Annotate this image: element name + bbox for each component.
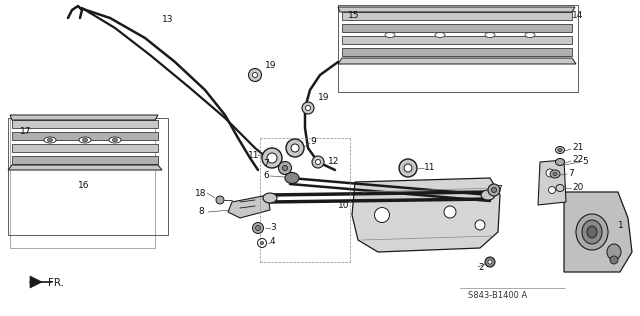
- Text: 11: 11: [248, 150, 259, 160]
- Ellipse shape: [109, 137, 121, 143]
- Text: 7: 7: [263, 159, 269, 167]
- Polygon shape: [342, 12, 572, 20]
- Text: 17: 17: [20, 127, 31, 137]
- Text: 16: 16: [78, 180, 90, 190]
- Ellipse shape: [435, 33, 445, 38]
- Ellipse shape: [282, 166, 287, 171]
- Text: 10: 10: [338, 200, 349, 210]
- Polygon shape: [538, 160, 566, 205]
- Polygon shape: [12, 144, 158, 152]
- Text: 14: 14: [572, 11, 584, 21]
- Polygon shape: [342, 36, 572, 44]
- Ellipse shape: [385, 33, 395, 38]
- Text: 9: 9: [310, 137, 316, 147]
- Text: 8: 8: [198, 208, 204, 216]
- Ellipse shape: [374, 208, 390, 222]
- Ellipse shape: [444, 206, 456, 218]
- Ellipse shape: [492, 187, 497, 192]
- Ellipse shape: [399, 159, 417, 177]
- Ellipse shape: [312, 156, 324, 168]
- Ellipse shape: [558, 149, 562, 151]
- Ellipse shape: [548, 186, 556, 193]
- Ellipse shape: [553, 173, 557, 175]
- Text: 20: 20: [572, 184, 584, 192]
- Polygon shape: [12, 120, 158, 128]
- Ellipse shape: [607, 244, 621, 260]
- Text: 19: 19: [318, 93, 330, 101]
- Ellipse shape: [576, 214, 608, 250]
- Ellipse shape: [216, 196, 224, 204]
- Ellipse shape: [582, 220, 602, 244]
- Polygon shape: [12, 156, 158, 164]
- Ellipse shape: [262, 148, 282, 168]
- Ellipse shape: [475, 220, 485, 230]
- Ellipse shape: [546, 169, 554, 177]
- Ellipse shape: [263, 193, 277, 203]
- Text: 3: 3: [270, 222, 276, 232]
- Ellipse shape: [302, 102, 314, 114]
- Polygon shape: [30, 276, 42, 288]
- Text: 22: 22: [572, 155, 583, 165]
- Ellipse shape: [83, 138, 88, 142]
- Text: 19: 19: [265, 60, 276, 70]
- Text: 21: 21: [572, 143, 584, 153]
- Ellipse shape: [481, 190, 495, 200]
- Polygon shape: [338, 7, 575, 12]
- Polygon shape: [342, 48, 572, 56]
- Ellipse shape: [285, 173, 299, 184]
- Text: S843-B1400 A: S843-B1400 A: [468, 290, 527, 300]
- Text: 12: 12: [328, 157, 339, 167]
- Ellipse shape: [525, 33, 535, 38]
- Ellipse shape: [248, 69, 262, 82]
- Text: 13: 13: [163, 15, 173, 25]
- Ellipse shape: [253, 222, 264, 234]
- Polygon shape: [342, 24, 572, 32]
- Ellipse shape: [113, 138, 118, 142]
- Ellipse shape: [291, 144, 299, 152]
- Polygon shape: [352, 178, 500, 252]
- Ellipse shape: [550, 170, 560, 178]
- Ellipse shape: [260, 241, 264, 245]
- Ellipse shape: [44, 137, 56, 143]
- Ellipse shape: [404, 164, 412, 172]
- Ellipse shape: [485, 33, 495, 38]
- Ellipse shape: [556, 147, 564, 154]
- Ellipse shape: [485, 257, 495, 267]
- Text: 2: 2: [478, 264, 484, 272]
- Text: 6: 6: [263, 172, 269, 180]
- Ellipse shape: [286, 139, 304, 157]
- Ellipse shape: [255, 226, 260, 230]
- Ellipse shape: [253, 72, 257, 77]
- Text: 5: 5: [582, 157, 588, 167]
- Text: 7: 7: [496, 185, 502, 195]
- Text: 1: 1: [618, 221, 624, 229]
- Text: 18: 18: [195, 189, 207, 198]
- Text: 15: 15: [348, 11, 360, 21]
- Ellipse shape: [47, 138, 52, 142]
- Polygon shape: [338, 58, 576, 64]
- Ellipse shape: [556, 159, 564, 166]
- Ellipse shape: [587, 226, 597, 238]
- Ellipse shape: [79, 137, 91, 143]
- Ellipse shape: [305, 106, 310, 111]
- Ellipse shape: [267, 153, 277, 163]
- Text: 4: 4: [270, 238, 276, 246]
- Text: 7: 7: [568, 168, 573, 178]
- Ellipse shape: [610, 256, 618, 264]
- Polygon shape: [564, 192, 632, 272]
- Polygon shape: [12, 132, 158, 140]
- Ellipse shape: [278, 161, 291, 174]
- Ellipse shape: [488, 184, 500, 196]
- Ellipse shape: [316, 160, 321, 165]
- Ellipse shape: [488, 260, 492, 264]
- Polygon shape: [8, 165, 162, 170]
- Polygon shape: [10, 115, 158, 120]
- Polygon shape: [228, 195, 270, 218]
- Text: FR.: FR.: [48, 278, 64, 288]
- Text: 11: 11: [424, 163, 435, 173]
